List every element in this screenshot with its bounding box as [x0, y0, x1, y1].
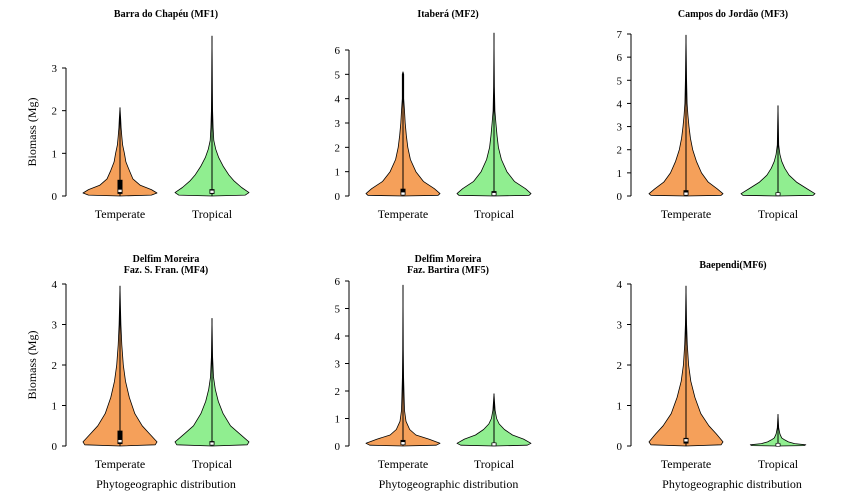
y-tick-label: 3: [52, 63, 58, 75]
x-axis-label: Phytogeographic distribution: [662, 477, 802, 491]
violin-panel-2: Itaberá (MF2) 0 1 2 3 4 5 6 Temperate Tropical: [335, 9, 532, 221]
x-category-label: Temperate: [95, 207, 145, 221]
y-tick-label: 5: [617, 75, 623, 87]
x-category-label: Tropical: [192, 207, 233, 221]
violin-median: [683, 438, 689, 443]
y-tick-label: 1: [617, 401, 623, 413]
y-tick-label: 4: [335, 94, 341, 106]
panel-title: Campos do Jordão (MF3): [678, 9, 788, 20]
y-tick-label: 0: [617, 191, 623, 203]
violin-iqr-box: [400, 188, 406, 195]
y-tick-label: 1: [617, 168, 623, 180]
violin-median: [683, 191, 689, 196]
violin-median: [400, 441, 406, 446]
y-tick-label: 2: [335, 386, 341, 398]
y-tick-label: 1: [52, 401, 58, 413]
y-tick-label: 0: [617, 441, 623, 453]
y-tick-label: 1: [52, 148, 58, 160]
violin-iqr-box: [117, 430, 123, 444]
y-tick-label: 1: [335, 414, 341, 426]
violin-median: [117, 439, 123, 443]
y-tick-label: 3: [335, 118, 341, 130]
violin-panel-6: Baependi(MF6) 0 1 2 3 4 Temperate Tropical Phyto…: [617, 260, 807, 491]
y-tick-label: 3: [617, 320, 623, 332]
y-tick-label: 4: [617, 98, 623, 110]
y-tick-label: 5: [335, 69, 341, 81]
violin-iqr-box: [117, 179, 123, 194]
x-axis-label: Phytogeographic distribution: [96, 477, 236, 491]
y-tick-label: 3: [617, 122, 623, 134]
x-category-label: Temperate: [378, 457, 428, 471]
x-category-label: Temperate: [378, 207, 428, 221]
x-category-label: Tropical: [758, 207, 799, 221]
violin-median: [209, 441, 215, 446]
y-tick-label: 0: [52, 441, 58, 453]
x-category-label: Temperate: [661, 207, 711, 221]
violin-median: [491, 442, 497, 447]
panel-title: Faz. Bartira (MF5): [407, 265, 489, 276]
x-category-label: Tropical: [474, 457, 515, 471]
y-tick-label: 3: [52, 320, 58, 332]
panel-title: Itaberá (MF2): [417, 9, 478, 20]
panel-title: Barra do Chapéu (MF1): [114, 9, 218, 20]
y-tick-label: 3: [335, 359, 341, 371]
panel-title: Delfim Moreira: [415, 254, 482, 265]
y-tick-label: 1: [335, 167, 341, 179]
violin-panel-3: Campos do Jordão (MF3) 0 1 2 3 4 5 6 7 Temperate T…: [617, 9, 816, 221]
y-tick-label: 7: [617, 29, 623, 41]
y-tick-label: 2: [335, 142, 341, 154]
y-tick-label: 0: [335, 191, 341, 203]
x-category-label: Temperate: [95, 457, 145, 471]
y-tick-label: 2: [52, 106, 58, 118]
violin-median: [400, 191, 406, 196]
x-category-label: Tropical: [474, 207, 515, 221]
x-category-label: Temperate: [661, 457, 711, 471]
y-tick-label: 5: [335, 304, 341, 316]
y-tick-label: 2: [617, 360, 623, 372]
y-axis-label: Biomass (Mg): [25, 330, 39, 399]
x-category-label: Tropical: [758, 457, 799, 471]
y-tick-label: 2: [617, 145, 623, 157]
panel-title: Delfim Moreira: [133, 254, 200, 265]
y-tick-label: 6: [617, 52, 623, 64]
y-tick-label: 0: [335, 441, 341, 453]
panel-title: Baependi(MF6): [699, 260, 766, 271]
y-tick-label: 6: [335, 45, 341, 57]
violin-median: [117, 189, 123, 193]
x-category-label: Tropical: [192, 457, 233, 471]
x-axis-label: Phytogeographic distribution: [379, 477, 519, 491]
violin-panel-1: Barra do Chapéu (MF1) 0 1 2 3 Temperate Tropic…: [25, 9, 250, 221]
y-tick-label: 4: [52, 279, 58, 291]
violin-median: [775, 442, 781, 447]
y-tick-label: 0: [52, 191, 58, 203]
y-axis-label: Biomass (Mg): [25, 97, 39, 166]
y-tick-label: 2: [52, 360, 58, 372]
panel-title: Faz. S. Fran. (MF4): [124, 265, 208, 276]
y-tick-label: 6: [335, 276, 341, 288]
violin-median: [491, 192, 497, 196]
y-tick-label: 4: [335, 331, 341, 343]
violin-median: [775, 192, 781, 196]
y-tick-label: 4: [617, 279, 623, 291]
violin-median: [209, 189, 215, 194]
